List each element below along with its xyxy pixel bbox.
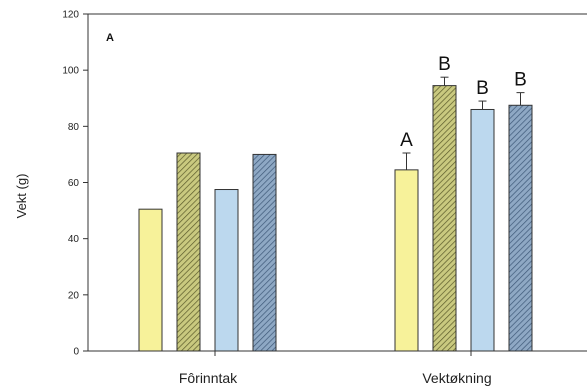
significance-label: B bbox=[438, 54, 451, 75]
bar bbox=[432, 85, 457, 352]
y-axis-title: Vekt (g) bbox=[14, 174, 29, 219]
y-tick-label: 0 bbox=[73, 347, 79, 358]
y-tick-label: 40 bbox=[68, 234, 80, 245]
bar bbox=[508, 104, 533, 352]
y-tick-label: 80 bbox=[68, 122, 80, 133]
y-axis: 0 20 40 60 80 100 120 bbox=[62, 10, 88, 358]
y-tick-label: 20 bbox=[68, 290, 80, 301]
y-tick-label: 100 bbox=[62, 66, 79, 77]
x-axis bbox=[214, 351, 472, 356]
bar bbox=[252, 153, 277, 352]
labels: Fôrinntak Vektøkning A B B B bbox=[179, 54, 527, 386]
bar bbox=[214, 189, 239, 352]
bar bbox=[176, 152, 201, 352]
bar bbox=[138, 208, 163, 352]
x-category-label: Fôrinntak bbox=[179, 370, 238, 386]
panel-label: A bbox=[106, 32, 114, 44]
y-tick-label: 60 bbox=[68, 178, 80, 189]
bars bbox=[138, 76, 533, 352]
y-tick-label: 120 bbox=[62, 10, 79, 21]
significance-label: B bbox=[514, 70, 527, 91]
bar bbox=[394, 169, 419, 352]
bar bbox=[470, 108, 495, 352]
x-category-label: Vektøkning bbox=[422, 370, 491, 386]
significance-label: B bbox=[476, 78, 489, 99]
significance-label: A bbox=[400, 130, 413, 151]
